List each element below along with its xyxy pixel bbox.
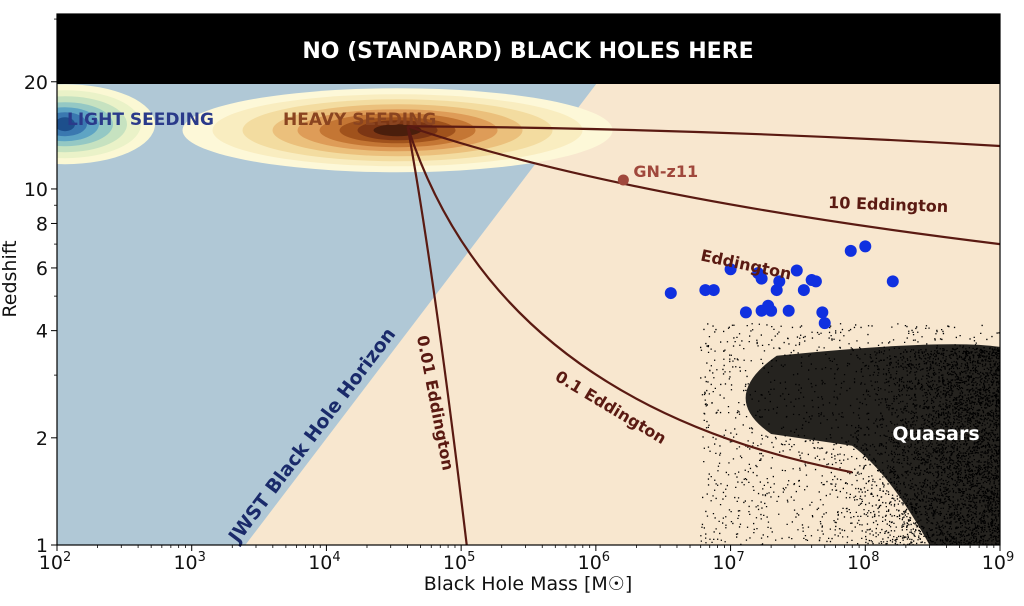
jwst-agn-point-12	[782, 304, 795, 317]
jwst-agn-points	[617, 174, 899, 330]
jwst-agn-point-11	[773, 275, 786, 288]
gn-z11-point	[617, 174, 629, 186]
growth-track-1	[407, 125, 1000, 246]
seeding-contours	[57, 84, 613, 173]
light-seeding-label: LIGHT SEEDING	[67, 110, 214, 130]
banner-label: NO (STANDARD) BLACK HOLES HERE	[302, 39, 753, 64]
jwst-agn-point-4	[739, 306, 752, 319]
y-tick-label-0: 1	[36, 535, 48, 557]
growth-tracks	[406, 125, 1000, 545]
jwst-agn-point-0	[664, 287, 677, 300]
quasar-points	[700, 323, 1000, 545]
x-tick-label-3: 105	[443, 550, 475, 574]
jwst-agn-point-14	[797, 284, 810, 297]
y-tick-label-6: 20	[24, 72, 48, 94]
jwst-agn-point-21	[886, 275, 899, 288]
jwst-agn-point-16	[809, 275, 822, 288]
heavy-seeding-label: HEAVY SEEDING	[283, 110, 436, 130]
x-tick-label-5: 107	[712, 550, 744, 574]
y-tick-label-2: 4	[36, 321, 48, 343]
y-tick-label-3: 6	[36, 258, 48, 280]
x-tick-label-4: 106	[578, 550, 610, 574]
jwst-agn-point-6	[755, 272, 768, 285]
jwst-agn-point-13	[790, 264, 803, 277]
x-tick-label-6: 108	[847, 550, 879, 574]
y-tick-label-4: 8	[36, 213, 48, 235]
quasars-label: Quasars	[892, 423, 979, 445]
title-banner	[57, 14, 1000, 84]
gn-z11-label: GN-z11	[633, 162, 698, 181]
y-axis-label: Redshift	[0, 240, 21, 317]
jwst-agn-point-9	[765, 304, 778, 317]
growth-track-label-0: 10 Eddington	[828, 193, 949, 216]
quasar-dense-core	[745, 344, 1000, 545]
jwst-agn-point-19	[844, 244, 857, 257]
x-tick-label-1: 103	[173, 550, 205, 574]
y-tick-label-5: 10	[24, 179, 48, 201]
x-tick-label-2: 104	[308, 550, 340, 574]
jwst-agn-point-20	[859, 240, 872, 253]
y-axis: 1 2 4 6 8 10 20	[24, 18, 57, 557]
light-seeding-contour-6	[57, 117, 75, 132]
x-axis-label: Black Hole Mass [M☉]	[424, 573, 633, 595]
plot-frame	[56, 13, 1001, 546]
jwst-agn-point-3	[724, 263, 737, 276]
jwst-agn-point-17	[816, 306, 829, 319]
x-axis: 102 103 104 105 106 107 108 109	[39, 545, 1014, 574]
jwst-agn-point-2	[707, 284, 720, 297]
growth-track-2	[406, 125, 853, 474]
y-tick-label-1: 2	[36, 428, 48, 450]
jwst-agn-point-1	[699, 284, 712, 297]
growth-track-3	[406, 126, 468, 545]
x-tick-label-7: 109	[982, 550, 1014, 574]
growth-track-0	[407, 125, 1000, 148]
x-tick-label-0: 102	[39, 550, 71, 574]
jwst-agn-point-18	[818, 317, 831, 330]
